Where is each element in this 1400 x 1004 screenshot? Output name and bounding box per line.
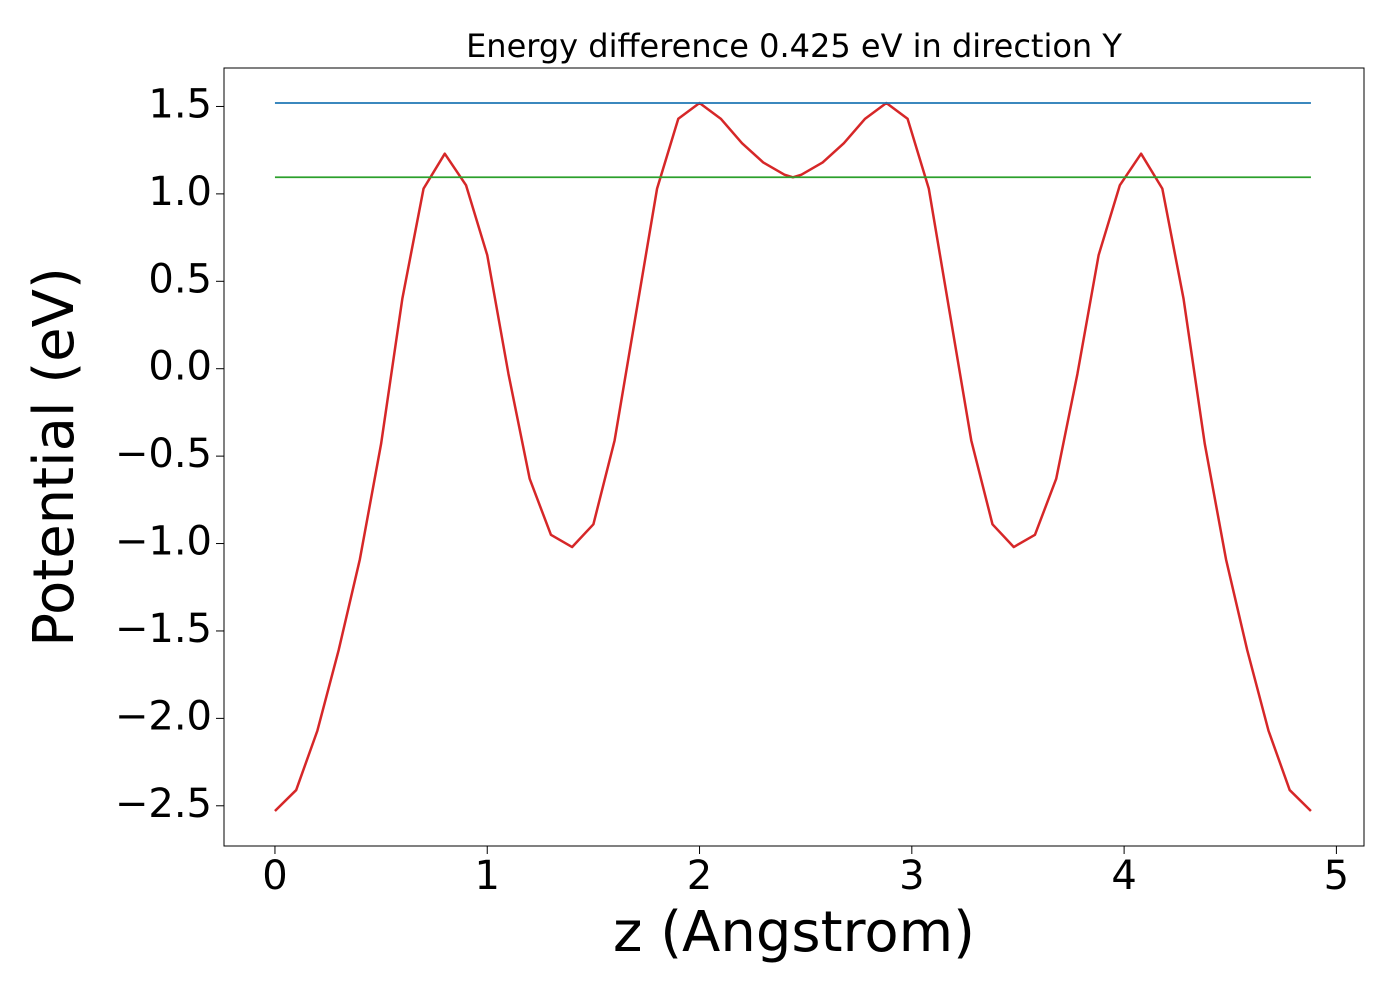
y-tick-label: 1.0 xyxy=(148,169,212,215)
x-axis-label: z (Angstrom) xyxy=(613,900,975,965)
x-tick-label: 0 xyxy=(262,853,287,899)
x-tick-label: 1 xyxy=(475,853,500,899)
x-tick-label: 5 xyxy=(1324,853,1349,899)
y-tick-label: 1.5 xyxy=(148,81,212,127)
y-axis-label: Potential (eV) xyxy=(22,267,87,647)
y-tick-label: −1.5 xyxy=(115,606,212,652)
plot-frame xyxy=(223,67,1365,847)
y-tick-label: −0.5 xyxy=(115,431,212,477)
x-tick-label: 4 xyxy=(1111,853,1136,899)
chart-title: Energy difference 0.425 eV in direction … xyxy=(466,27,1122,65)
y-tick-label: −1.0 xyxy=(115,519,212,565)
y-tick-label: −2.0 xyxy=(115,693,212,739)
x-tick-label: 3 xyxy=(899,853,924,899)
y-tick-label: 0.0 xyxy=(148,344,212,390)
y-tick-label: −2.5 xyxy=(115,781,212,827)
x-tick-label: 2 xyxy=(687,853,712,899)
y-tick-label: 0.5 xyxy=(148,256,212,302)
